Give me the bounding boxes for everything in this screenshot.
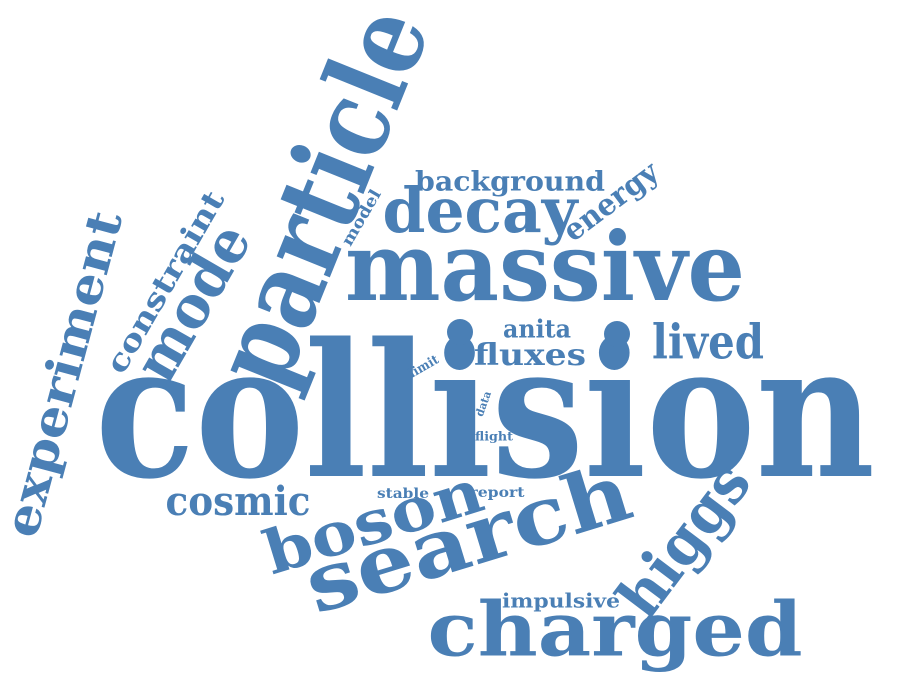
word-fluxes: fluxes — [474, 338, 586, 373]
word-lived: lived — [652, 315, 764, 371]
word-decay: decay — [383, 174, 580, 247]
word-collision: collision — [95, 302, 875, 520]
word-report: report — [470, 485, 526, 501]
letter-dot — [447, 319, 473, 345]
word-cosmic: cosmic — [166, 478, 311, 525]
letter-dot — [604, 321, 630, 347]
word-cloud-dots — [447, 319, 630, 347]
word-impulsive: impulsive — [502, 589, 620, 613]
word-background: background — [415, 167, 605, 198]
word-massive: massive — [345, 212, 745, 323]
word-stable: stable — [377, 486, 429, 502]
word-anita: anita — [503, 315, 571, 344]
word-cloud-words: collisionparticlemassivesearchchargeddec… — [0, 0, 875, 674]
word-charged: charged — [428, 586, 803, 674]
word-flight: flight — [475, 430, 513, 444]
